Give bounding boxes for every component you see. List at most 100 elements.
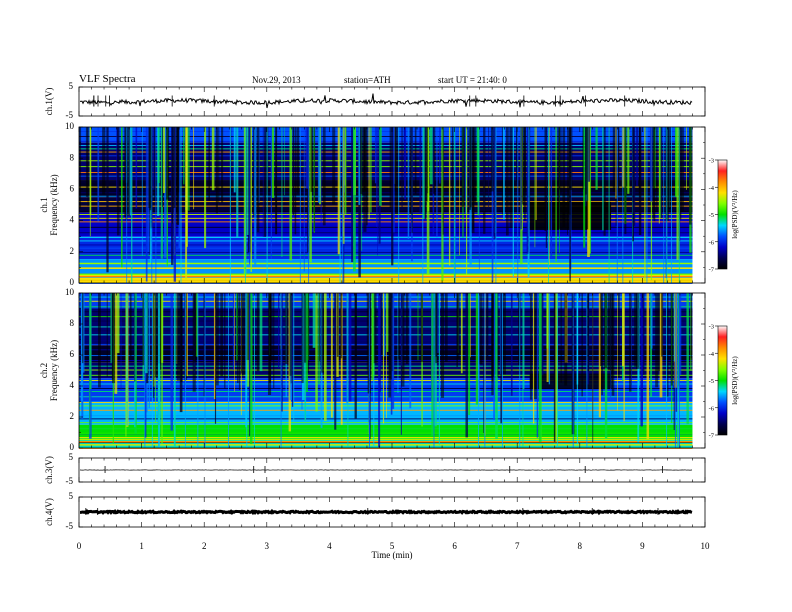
- dark-streak: [600, 293, 602, 367]
- spectrogram-line: [79, 320, 693, 322]
- sferic-streak: [512, 127, 514, 277]
- sferic-streak: [592, 293, 594, 443]
- waveform-trace: [79, 508, 693, 516]
- x-tick-label: 9: [640, 541, 645, 551]
- sferic-streak: [308, 127, 310, 283]
- spectrogram-line: [79, 316, 693, 318]
- spectrogram-line: [79, 240, 693, 242]
- sferic-streak: [144, 293, 146, 448]
- spectrogram-line: [79, 221, 693, 223]
- sferic-streak: [419, 127, 422, 213]
- sferic-streak: [284, 127, 286, 196]
- dark-streak: [366, 293, 368, 371]
- spectrogram-line: [79, 355, 693, 357]
- sferic-streak: [270, 127, 272, 259]
- dark-streak: [102, 127, 106, 195]
- sferic-streak: [616, 127, 618, 283]
- dark-streak: [224, 293, 226, 389]
- x-tick-label: 2: [202, 541, 207, 551]
- spectrogram-line: [79, 432, 693, 434]
- sferic-streak: [477, 127, 480, 216]
- spectrogram-line: [79, 391, 693, 392]
- dark-streak: [624, 127, 627, 234]
- x-axis-label: Time (min): [372, 550, 413, 560]
- colorbar-tick-label: -4: [709, 185, 715, 192]
- x-tick-label: 7: [515, 541, 520, 551]
- dark-streak: [394, 127, 397, 191]
- spectrogram-line: [79, 444, 693, 446]
- dark-streak: [420, 293, 423, 363]
- sferic-streak: [173, 293, 175, 448]
- dark-streak: [296, 127, 300, 194]
- dark-streak: [586, 127, 589, 230]
- sferic-streak: [644, 127, 646, 282]
- sferic-streak: [126, 127, 128, 283]
- spectrogram-line: [79, 300, 693, 302]
- spectrogram-line: [79, 232, 693, 234]
- sferic-streak: [501, 293, 503, 448]
- sferic-streak: [404, 127, 407, 200]
- sferic-streak: [236, 127, 239, 238]
- spectrogram-line: [79, 293, 693, 294]
- sferic-streak: [426, 127, 430, 275]
- colorbar-label: log(PSD)(V²/Hz): [731, 190, 739, 239]
- dark-streak: [389, 127, 392, 208]
- sferic-streak: [646, 293, 650, 439]
- dark-streak: [394, 127, 399, 215]
- sferic-streak: [174, 293, 176, 447]
- x-tick-label: 5: [390, 541, 395, 551]
- spectrogram-line: [79, 210, 693, 212]
- dark-streak: [655, 293, 659, 388]
- spectrogram-line: [79, 275, 693, 278]
- sferic-streak: [674, 293, 676, 448]
- sferic-streak: [232, 293, 235, 370]
- sferic-streak: [622, 127, 624, 283]
- sferic-streak: [352, 127, 356, 272]
- sferic-streak: [249, 293, 253, 445]
- sferic-streak: [371, 293, 374, 381]
- sferic-streak: [178, 127, 181, 249]
- sferic-streak: [478, 293, 480, 400]
- spectrogram-line: [79, 365, 693, 367]
- spectrogram-line: [79, 135, 693, 137]
- wave-ytick-label: -5: [66, 476, 74, 486]
- sferic-streak: [368, 293, 370, 448]
- sferic-streak: [162, 127, 163, 207]
- x-tick-label: 3: [265, 541, 270, 551]
- dark-streak: [567, 127, 568, 236]
- sferic-streak: [245, 293, 247, 428]
- sferic-streak: [671, 127, 672, 283]
- spec-ylabel-channel: ch.2: [39, 363, 49, 378]
- dark-streak: [603, 127, 606, 236]
- colorbar-tick-label: -4: [709, 351, 715, 358]
- wave-ytick-label: 5: [69, 452, 74, 462]
- dark-streak: [666, 293, 669, 397]
- dark-streak: [581, 293, 583, 397]
- dark-streak: [679, 127, 682, 220]
- sferic-streak: [678, 293, 682, 375]
- sferic-streak: [517, 127, 519, 283]
- colorbar-gradient: [717, 325, 728, 436]
- dark-streak: [411, 127, 413, 234]
- sferic-streak: [373, 293, 375, 448]
- spectrogram-line: [79, 349, 693, 351]
- sferic-streak: [382, 293, 386, 357]
- dark-streak: [479, 293, 483, 365]
- colorbar-tick-label: -7: [709, 433, 715, 440]
- sferic-streak: [188, 127, 190, 211]
- spec-ytick-label: 0: [70, 277, 75, 287]
- wave-ylabel: ch.4(V): [44, 498, 54, 526]
- sferic-streak: [305, 127, 309, 189]
- sferic-streak: [548, 293, 551, 385]
- dark-streak: [294, 127, 297, 235]
- spec-ylabel-channel: ch.1: [39, 197, 49, 212]
- sferic-streak: [686, 127, 687, 190]
- sferic-streak: [466, 127, 468, 275]
- dark-streak: [307, 293, 310, 373]
- sferic-streak: [659, 293, 663, 398]
- sferic-streak: [438, 293, 440, 445]
- spectrogram-line: [79, 369, 693, 371]
- sferic-streak: [376, 127, 378, 228]
- dark-streak: [586, 293, 589, 357]
